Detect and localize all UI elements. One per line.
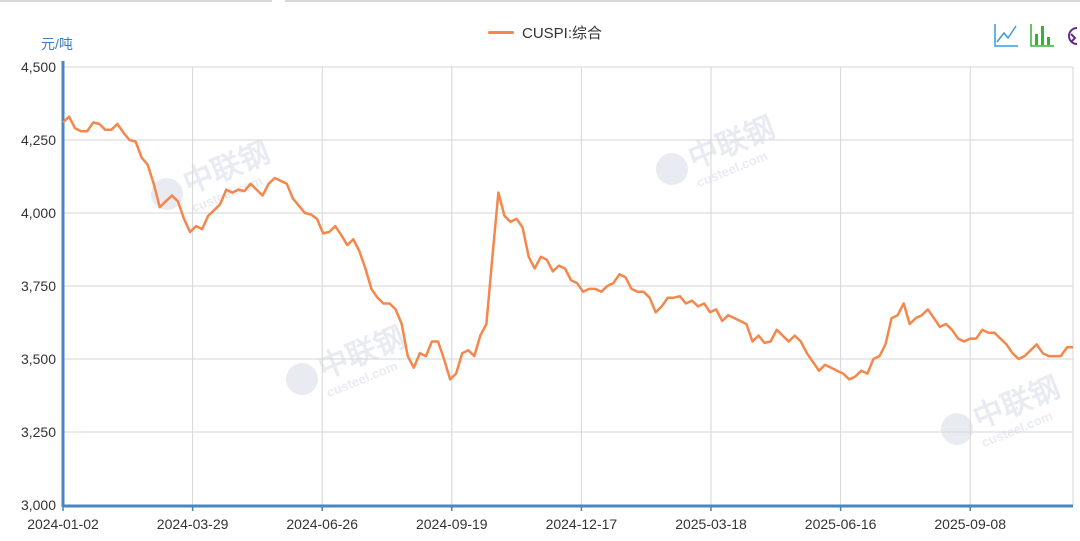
legend-label: CUSPI:综合	[522, 25, 603, 42]
x-tick-label: 2025-09-08	[934, 516, 1006, 532]
bar-chart-icon[interactable]	[1029, 22, 1055, 48]
line-chart-icon[interactable]	[993, 22, 1019, 48]
x-tick-label: 2025-03-18	[675, 516, 747, 532]
x-tick-label: 2024-01-02	[27, 516, 99, 532]
y-tick-label: 4,250	[21, 132, 56, 148]
y-tick-label: 3,000	[21, 497, 56, 513]
x-tick-label: 2024-06-26	[286, 516, 358, 532]
x-tick-label: 2024-09-19	[416, 516, 488, 532]
restore-icon[interactable]	[1065, 22, 1079, 48]
toolbox	[993, 22, 1079, 48]
top-divider-left	[0, 0, 272, 2]
legend-swatch	[488, 31, 514, 34]
legend-item[interactable]: CUSPI:综合	[488, 22, 602, 43]
y-axis-unit: 元/吨	[41, 36, 73, 52]
y-tick-label: 3,750	[21, 278, 56, 294]
y-tick-label: 3,250	[21, 424, 56, 440]
top-divider-right	[285, 0, 1080, 2]
y-tick-label: 4,500	[21, 59, 56, 75]
x-tick-label: 2024-03-29	[157, 516, 229, 532]
y-tick-label: 3,500	[21, 351, 56, 367]
x-tick-label: 2025-06-16	[805, 516, 877, 532]
series-line	[62, 115, 1073, 381]
x-tick-label: 2024-12-17	[546, 516, 618, 532]
y-tick-label: 4,000	[21, 205, 56, 221]
